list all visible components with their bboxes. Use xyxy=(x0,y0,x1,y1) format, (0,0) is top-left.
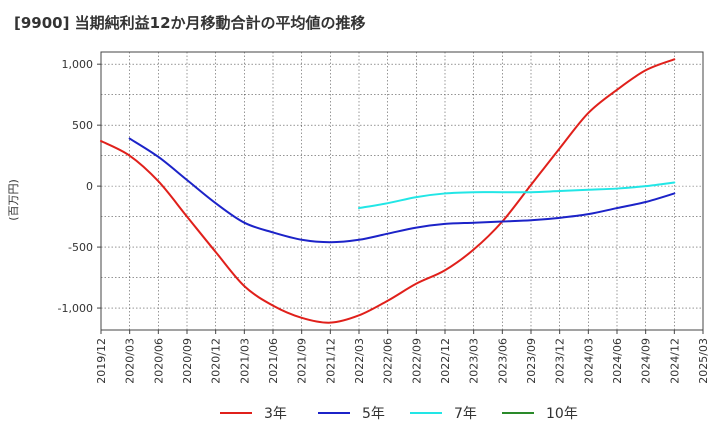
series-line-7年 xyxy=(358,181,676,210)
y-tick-label: -500 xyxy=(68,241,93,254)
x-tick-label: 2020/06 xyxy=(152,338,165,384)
legend-label: 10年 xyxy=(546,406,578,422)
chart-title: [9900] 当期純利益12か月移動合計の平均値の推移 xyxy=(14,14,366,32)
x-tick-label: 2022/06 xyxy=(382,338,395,384)
legend-label: 7年 xyxy=(454,406,477,422)
x-tick-label: 2024/09 xyxy=(640,338,653,384)
y-tick-label: 1,000 xyxy=(62,58,94,71)
plot-frame xyxy=(100,51,704,331)
x-tick-label: 2020/09 xyxy=(181,338,194,384)
x-tick-label: 2023/06 xyxy=(496,338,509,384)
x-tick-label: 2025/03 xyxy=(697,338,710,384)
x-tick-label: 2023/12 xyxy=(554,338,567,384)
legend-label: 5年 xyxy=(362,406,385,422)
x-tick-label: 2022/12 xyxy=(439,338,452,384)
y-axis-label: (百万円) xyxy=(7,179,20,221)
x-tick-label: 2022/03 xyxy=(353,338,366,384)
x-tick-label: 2021/09 xyxy=(296,338,309,384)
y-tick-label: 500 xyxy=(72,119,93,132)
legend-label: 3年 xyxy=(264,406,287,422)
x-tick-label: 2024/06 xyxy=(611,338,624,384)
x-tick-label: 2019/12 xyxy=(95,338,108,384)
x-tick-label: 2024/12 xyxy=(668,338,681,384)
series-line-3年 xyxy=(100,58,676,324)
series xyxy=(100,58,676,324)
legend: 3年 5年 7年 10年 xyxy=(220,406,578,422)
x-tick-label: 2023/03 xyxy=(468,338,481,384)
y-tick-label: 0 xyxy=(86,180,93,193)
x-tick-label: 2020/12 xyxy=(210,338,223,384)
x-tick-label: 2021/03 xyxy=(238,338,251,384)
y-tick-label: -1,000 xyxy=(58,302,93,315)
axes: 1,000 500 0 -500 -1,000 2019/12 2020/03 2020/06… xyxy=(58,51,710,384)
x-tick-label: 2020/03 xyxy=(124,338,137,384)
x-tick-label: 2021/06 xyxy=(267,338,280,384)
x-tick-label: 2021/12 xyxy=(324,338,337,384)
x-tick-label: 2023/09 xyxy=(525,338,538,384)
x-tick-label: 2022/09 xyxy=(410,338,423,384)
grid xyxy=(100,52,704,330)
series-line-5年 xyxy=(128,137,676,244)
x-tick-label: 2024/03 xyxy=(582,338,595,384)
